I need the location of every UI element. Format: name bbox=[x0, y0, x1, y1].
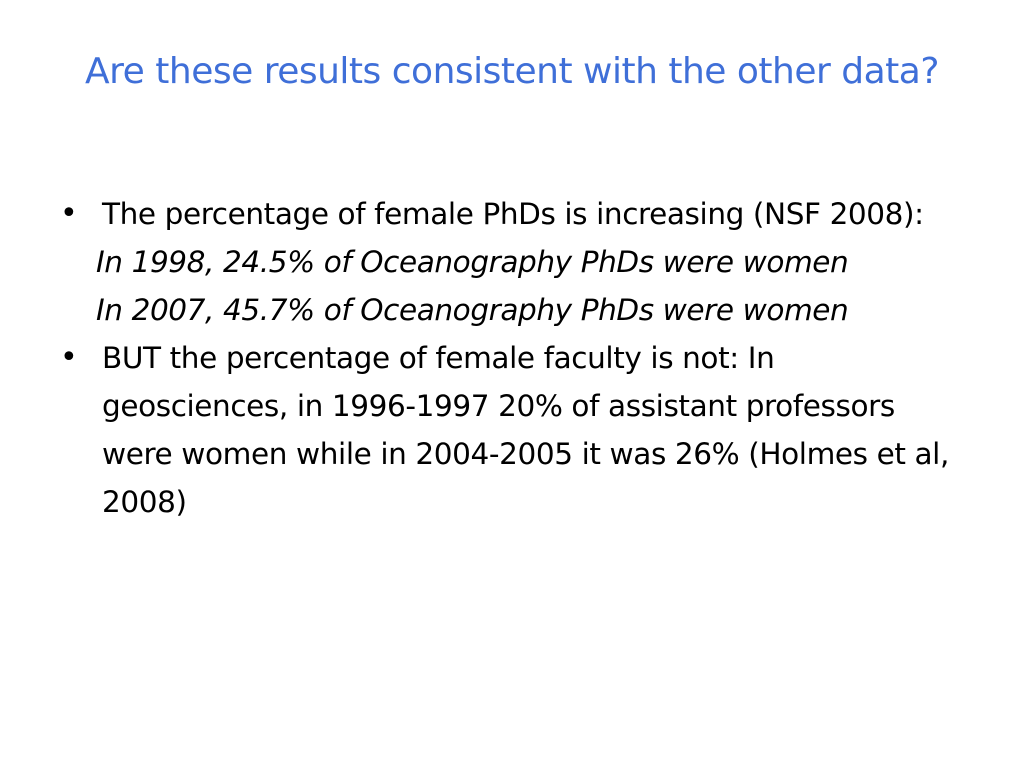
slide-title: Are these results consistent with the ot… bbox=[85, 51, 939, 92]
sub-item: In 1998, 24.5% of Oceanography PhDs were… bbox=[96, 245, 849, 279]
bullet-marker: • bbox=[60, 196, 78, 231]
slide-body: • The percentage of female PhDs is incre… bbox=[60, 190, 960, 526]
bullet-marker: • bbox=[60, 340, 78, 375]
sub-item: In 2007, 45.7% of Oceanography PhDs were… bbox=[96, 293, 849, 327]
bullet-item: • The percentage of female PhDs is incre… bbox=[60, 190, 960, 238]
bullet-item: • BUT the percentage of female faculty i… bbox=[60, 334, 960, 526]
bullet-text: The percentage of female PhDs is increas… bbox=[102, 197, 924, 231]
bullet-text: BUT the percentage of female faculty is … bbox=[102, 341, 949, 519]
